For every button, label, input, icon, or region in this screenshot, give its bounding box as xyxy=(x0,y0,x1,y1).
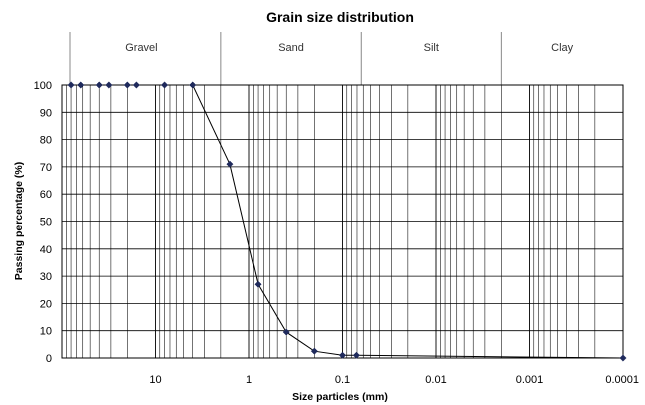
x-axis-ticks: 10 1 0.1 0.01 0.001 0.0001 xyxy=(149,374,639,386)
band-header-bg xyxy=(62,32,623,85)
x-axis-title: Size particles (mm) xyxy=(292,391,388,403)
y-tick-label: 70 xyxy=(40,162,52,174)
data-point xyxy=(95,81,103,89)
x-tick-label: 0.0001 xyxy=(605,374,639,386)
data-point xyxy=(67,81,75,89)
y-tick-label: 30 xyxy=(40,271,52,283)
data-point xyxy=(226,160,234,168)
x-tick-label: 0.1 xyxy=(335,374,350,386)
y-axis-title: Passing percentage (%) xyxy=(13,162,25,280)
x-tick-label: 1 xyxy=(246,374,252,386)
data-point xyxy=(352,351,360,359)
y-tick-label: 60 xyxy=(40,189,52,201)
data-point xyxy=(338,351,347,359)
band-label: Silt xyxy=(424,42,439,54)
data-series xyxy=(67,81,627,362)
x-tick-label: 0.01 xyxy=(425,374,446,386)
y-tick-label: 80 xyxy=(40,135,52,147)
data-point xyxy=(189,81,197,89)
band-label: Sand xyxy=(278,42,304,54)
data-point xyxy=(282,328,290,336)
x-tick-label: 0.001 xyxy=(516,374,544,386)
x-tick-label: 10 xyxy=(149,374,161,386)
y-axis-ticks: 0 10 20 30 40 50 60 70 80 90 100 xyxy=(34,80,52,365)
y-tick-label: 0 xyxy=(46,353,52,365)
data-point xyxy=(105,81,113,89)
plot-grid xyxy=(61,84,624,359)
y-tick-label: 20 xyxy=(40,298,52,310)
chart-title: Grain size distribution xyxy=(266,9,414,25)
data-point xyxy=(161,81,169,89)
band-label: Gravel xyxy=(125,42,157,54)
y-tick-label: 100 xyxy=(34,80,52,92)
data-point xyxy=(254,280,262,288)
data-point xyxy=(310,347,318,355)
data-point xyxy=(77,81,85,89)
data-point xyxy=(132,81,140,89)
y-tick-label: 90 xyxy=(40,107,52,119)
soil-bands: Gravel Sand Silt Clay xyxy=(62,32,623,85)
data-point xyxy=(123,81,131,89)
y-tick-label: 10 xyxy=(40,326,52,338)
y-tick-label: 40 xyxy=(40,244,52,256)
band-label: Clay xyxy=(551,42,574,54)
y-tick-label: 50 xyxy=(40,217,52,229)
data-point xyxy=(619,354,627,362)
